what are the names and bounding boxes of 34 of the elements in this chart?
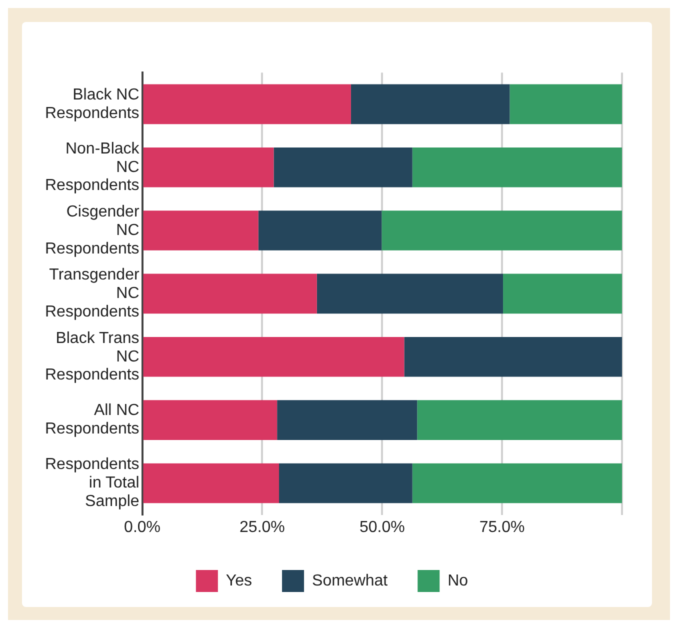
bar <box>143 336 404 377</box>
bar <box>279 463 412 504</box>
bar <box>143 147 274 188</box>
bar <box>274 147 412 188</box>
y-tick-label: Black NC Respondents <box>44 86 140 122</box>
bar <box>316 274 504 314</box>
y-tick-label: Respondents in Total Sample <box>44 456 140 510</box>
y-tick-label: All NC Respondents <box>44 402 140 438</box>
legend-label: Yes <box>226 572 252 590</box>
bar <box>143 463 280 504</box>
x-tick-label: 25.0% <box>240 518 285 536</box>
bar <box>412 463 622 504</box>
y-tick-label: Cisgender NC Respondents <box>44 204 140 258</box>
bar <box>350 84 510 124</box>
x-tick-label: 75.0% <box>479 518 525 536</box>
bar <box>143 274 317 314</box>
y-tick-label: Transgender NC Respondents <box>44 266 140 321</box>
bar <box>258 210 382 250</box>
bar <box>143 84 351 124</box>
bar <box>382 210 622 250</box>
x-tick-label: 50.0% <box>359 518 405 536</box>
bar <box>510 84 622 124</box>
legend-label: No <box>448 572 468 590</box>
legend-label: Somewhat <box>312 572 388 590</box>
y-tick-label: Black Trans NC Respondents <box>44 330 140 384</box>
bar <box>143 210 258 250</box>
x-tick-label: 0.0% <box>124 518 161 536</box>
bar <box>503 274 622 314</box>
y-tick-label: Non-Black NC Respondents <box>44 140 140 194</box>
bar <box>412 147 622 188</box>
bar <box>404 336 622 377</box>
bar <box>277 400 418 440</box>
bar <box>143 400 278 440</box>
bar <box>417 400 622 440</box>
